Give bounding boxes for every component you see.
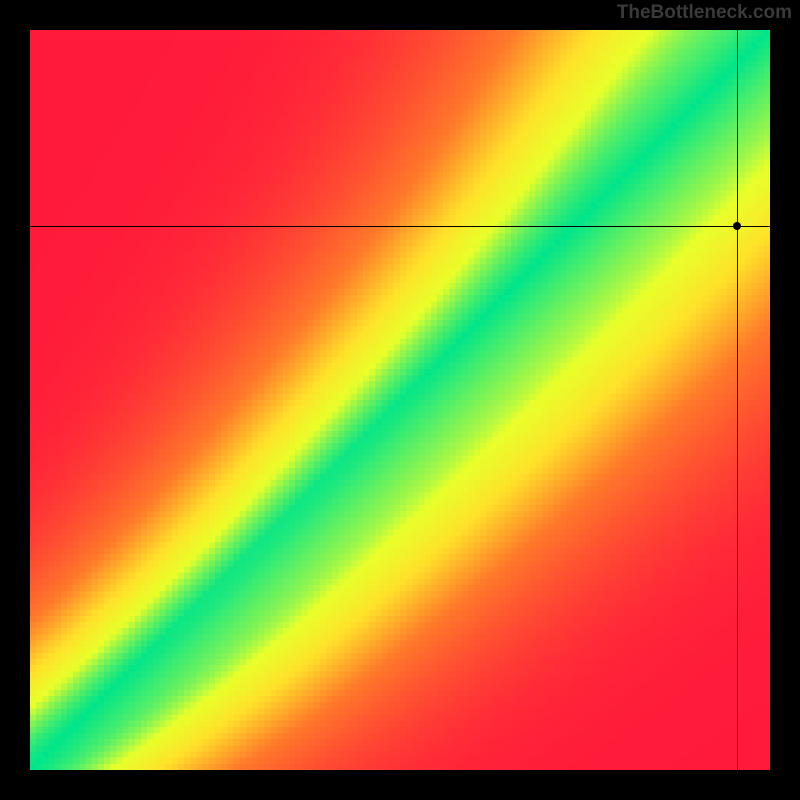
crosshair-vertical: [737, 30, 738, 770]
crosshair-horizontal: [30, 226, 770, 227]
crosshair-marker: [733, 222, 741, 230]
watermark-text: TheBottleneck.com: [617, 2, 792, 24]
heatmap-canvas: [30, 30, 770, 770]
heatmap-plot: [30, 30, 770, 770]
